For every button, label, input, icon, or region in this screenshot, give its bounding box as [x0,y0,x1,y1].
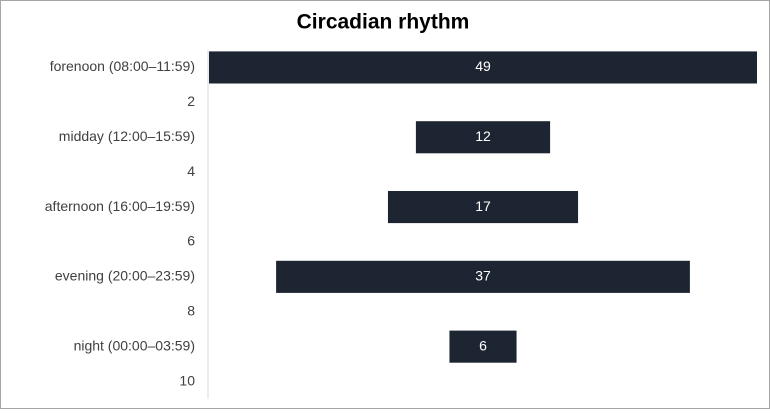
category-label: 10 [179,372,195,388]
category-label: 6 [187,233,195,249]
category-label: 2 [187,93,195,109]
category-label: evening (20:00–23:59) [55,268,195,284]
bar [276,260,690,293]
category-label: night (00:00–03:59) [74,337,195,353]
value-label: 12 [475,128,491,144]
category-label: 8 [187,302,195,318]
bar [449,330,517,363]
category-label: 4 [187,163,195,179]
chart-title: Circadian rhythm [297,11,470,34]
value-label: 37 [475,268,491,284]
bar [209,51,757,84]
category-label: forenoon (08:00–11:59) [50,58,195,74]
value-label: 6 [479,337,487,353]
bar [415,121,551,154]
category-label: midday (12:00–15:59) [59,128,195,144]
value-label: 49 [475,58,491,74]
category-label: afternoon (16:00–19:59) [45,198,195,214]
value-label: 17 [475,198,491,214]
bar [387,190,579,224]
